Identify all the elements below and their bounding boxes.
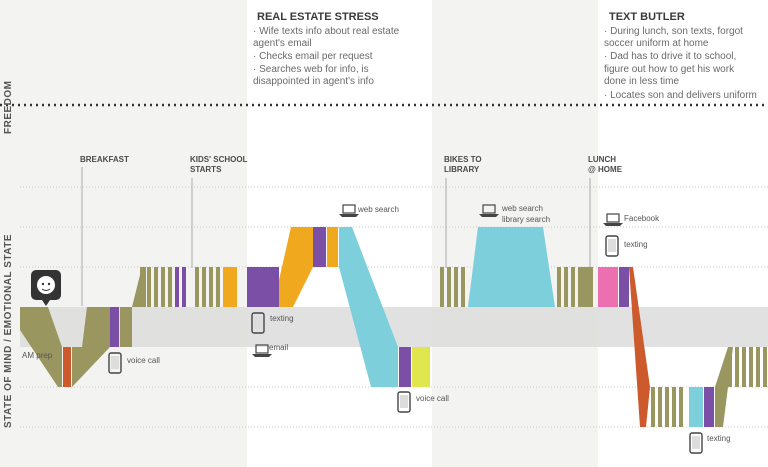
event-lunch-at-home: LUNCH @ HOME	[588, 155, 622, 175]
stripes-morning-purple	[175, 267, 186, 307]
segment-library-cyan	[468, 227, 555, 307]
segment-lunch-olive	[578, 267, 593, 307]
phone-icon	[605, 235, 619, 257]
label-texting-3: texting	[707, 434, 731, 443]
segment-drop	[629, 267, 650, 427]
segment-drop-olive	[651, 387, 655, 427]
segment-voice-purple	[399, 347, 411, 387]
panel-line: · Dad has to drive it to school,	[604, 51, 737, 62]
segment-lunch-purple	[619, 267, 629, 307]
segment-deliver-purple	[704, 387, 714, 427]
segment-cyan-fall	[339, 227, 398, 387]
segment-prep-bar	[63, 347, 71, 387]
panel-title-text-butler: TEXT BUTLER	[609, 11, 685, 23]
segment-breakfast	[72, 307, 110, 387]
stripes-end	[728, 347, 767, 387]
phone-icon	[397, 391, 411, 413]
stripes-library	[440, 267, 465, 307]
panel-line: agent's email	[253, 38, 312, 49]
journey-timeline	[20, 227, 767, 427]
stripes-school	[195, 267, 220, 307]
segment-web-purple	[313, 227, 326, 267]
event-school-starts: KIDS' SCHOOL STARTS	[190, 155, 247, 175]
segment-voice-call	[110, 307, 119, 347]
panel-line: disappointed in agent's info	[253, 76, 374, 87]
label-am-prep: AM prep	[22, 351, 53, 360]
label-facebook: Facebook	[624, 214, 660, 223]
label-library-search: library search	[502, 215, 551, 224]
stripes-delivery	[658, 387, 683, 427]
phone-icon	[108, 352, 122, 374]
panel-line: · Checks email per request	[253, 51, 373, 62]
panel-line: · During lunch, son texts, forgot	[604, 26, 743, 37]
panel-line: · Locates son and delivers uniform	[604, 90, 757, 101]
state-of-mind-label: STATE OF MIND / EMOTIONAL STATE	[3, 233, 14, 428]
label-web-search-1: web search	[358, 205, 399, 214]
segment-pink	[598, 267, 618, 307]
panel-title-real-estate: REAL ESTATE STRESS	[257, 11, 379, 23]
segment-deliver-cyan	[689, 387, 703, 427]
laptop-icon	[603, 213, 623, 226]
panel-line: · Wife texts info about real estate	[253, 26, 400, 37]
segment-amber-rise	[279, 227, 313, 307]
segment-after-call	[120, 307, 132, 347]
panel-line: done in less time	[604, 76, 680, 87]
panel-line: figure out how to get his work	[604, 64, 735, 75]
label-texting-2: texting	[624, 240, 648, 249]
phone-icon	[251, 312, 265, 334]
label-voice-call-2: voice call	[416, 394, 449, 403]
laptop-icon	[339, 204, 359, 217]
segment-lime	[412, 347, 430, 387]
event-line: LIBRARY	[444, 165, 480, 174]
label-email: email	[269, 343, 289, 352]
laptop-icon	[479, 204, 499, 217]
segment-amber-1	[223, 267, 237, 307]
event-line: STARTS	[190, 165, 222, 174]
laptop-icon	[252, 344, 272, 357]
phone-icon	[689, 432, 703, 454]
avatar	[31, 270, 61, 306]
segment-web-amber	[327, 227, 338, 267]
segment-texting-purple	[247, 267, 279, 307]
event-line: LUNCH	[588, 155, 616, 164]
event-bikes-to-library: BIKES TO LIBRARY	[444, 155, 482, 175]
label-web-search-2: web search	[502, 204, 543, 213]
event-line: KIDS' SCHOOL	[190, 155, 248, 164]
event-line: BREAKFAST	[80, 155, 129, 164]
event-line: @ HOME	[588, 165, 623, 174]
segment-am-prep	[20, 307, 62, 387]
stripes-lunch	[557, 267, 575, 307]
event-breakfast: BREAKFAST	[80, 155, 129, 165]
stripes-morning	[140, 267, 172, 307]
event-line: BIKES TO	[444, 155, 482, 164]
panel-line: · Searches web for info, is	[253, 64, 369, 75]
freedom-label: FREEDOM	[3, 80, 14, 135]
event-leaders	[81, 167, 591, 306]
label-texting-1: texting	[270, 314, 294, 323]
panel-line: soccer uniform at home	[604, 38, 709, 49]
label-voice-call-1: voice call	[127, 356, 160, 365]
